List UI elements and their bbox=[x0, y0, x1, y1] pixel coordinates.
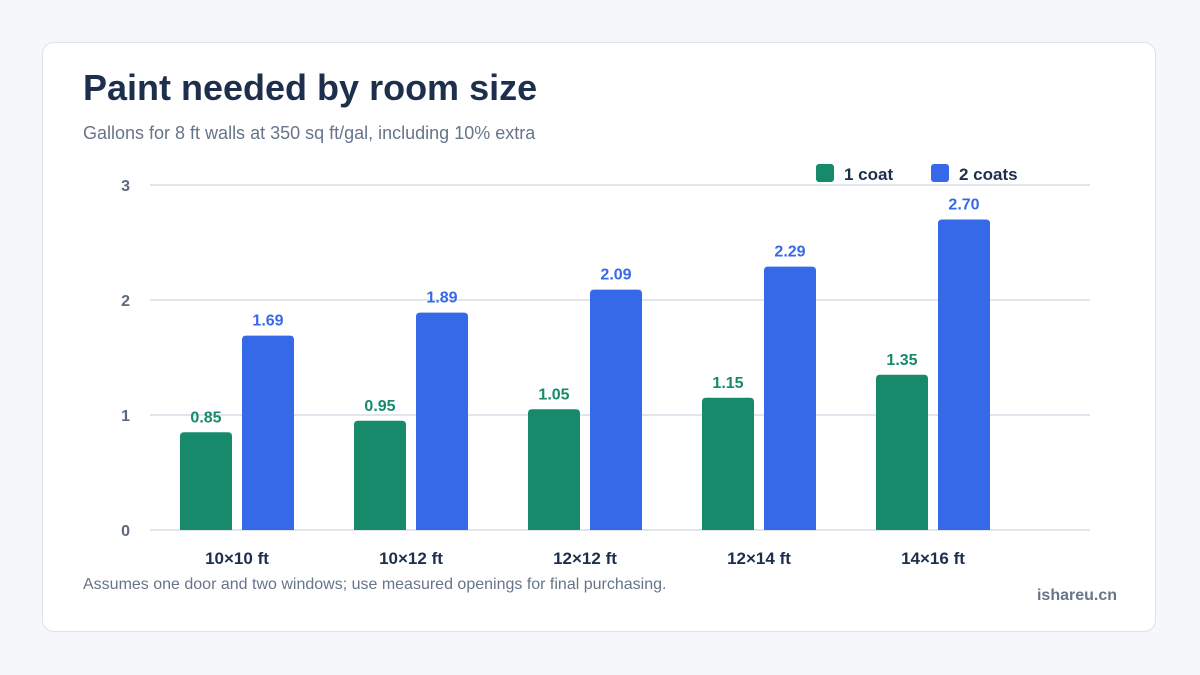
bar bbox=[590, 289, 642, 530]
bar-value-label: 1.15 bbox=[712, 375, 743, 392]
x-tick-label: 12×12 ft bbox=[553, 549, 617, 568]
bar bbox=[764, 266, 816, 530]
bar-value-label: 0.95 bbox=[364, 398, 395, 415]
bar-value-label: 2.29 bbox=[774, 244, 805, 261]
bar bbox=[180, 432, 232, 530]
bar bbox=[354, 420, 406, 530]
y-tick-label: 2 bbox=[121, 293, 130, 310]
x-tick-label: 10×10 ft bbox=[205, 549, 269, 568]
bar-value-label: 2.09 bbox=[600, 267, 631, 284]
bar-value-label: 1.89 bbox=[426, 290, 457, 307]
bar bbox=[416, 312, 468, 530]
chart-subtitle: Gallons for 8 ft walls at 350 sq ft/gal,… bbox=[83, 123, 536, 143]
bar bbox=[702, 397, 754, 530]
bar-value-label: 0.85 bbox=[190, 409, 221, 426]
legend-label: 2 coats bbox=[959, 165, 1018, 184]
bar-value-label: 2.70 bbox=[948, 197, 979, 214]
legend-swatch bbox=[816, 164, 834, 182]
brand-watermark: ishareu.cn bbox=[1036, 587, 1117, 604]
x-tick-label: 12×14 ft bbox=[727, 549, 791, 568]
bar bbox=[938, 219, 990, 530]
y-tick-label: 0 bbox=[121, 523, 130, 540]
bar bbox=[876, 374, 928, 530]
x-tick-label: 10×12 ft bbox=[379, 549, 443, 568]
x-tick-label: 14×16 ft bbox=[901, 549, 965, 568]
bar-value-label: 1.69 bbox=[252, 313, 283, 330]
legend-swatch bbox=[931, 164, 949, 182]
y-tick-label: 3 bbox=[121, 178, 130, 195]
bar-value-label: 1.35 bbox=[886, 352, 917, 369]
chart-title: Paint needed by room size bbox=[83, 67, 538, 108]
chart-footnote: Assumes one door and two windows; use me… bbox=[83, 576, 667, 593]
bar bbox=[242, 335, 294, 530]
y-tick-label: 1 bbox=[121, 408, 130, 425]
bar bbox=[528, 409, 580, 530]
bar-value-label: 1.05 bbox=[538, 386, 569, 403]
legend-label: 1 coat bbox=[844, 165, 893, 184]
